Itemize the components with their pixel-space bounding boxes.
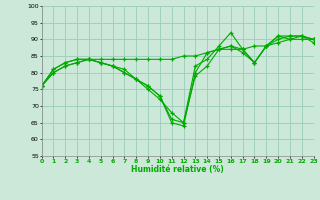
X-axis label: Humidité relative (%): Humidité relative (%) <box>131 165 224 174</box>
